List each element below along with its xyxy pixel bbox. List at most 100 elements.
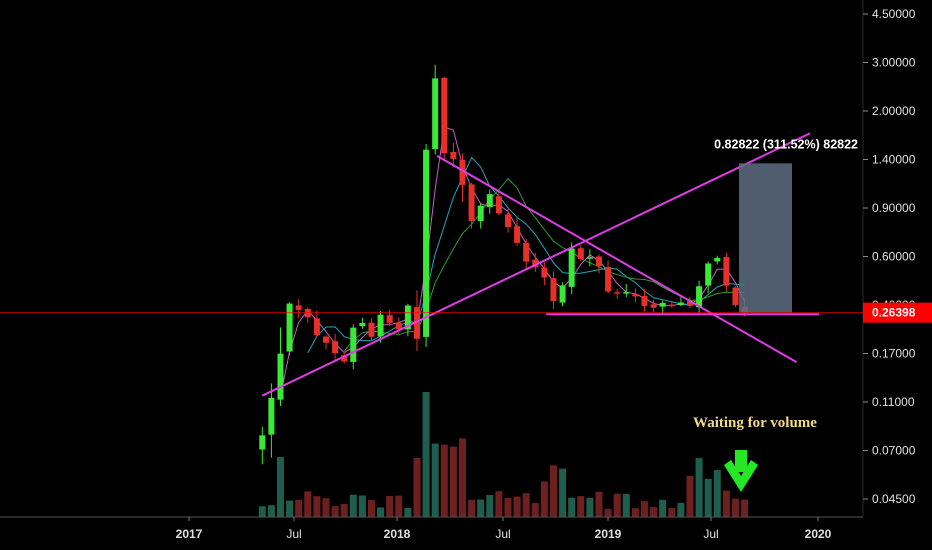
time-tick-label: Jul [286, 527, 301, 541]
candle [368, 318, 375, 341]
candle-body [677, 302, 684, 306]
candle [377, 311, 384, 343]
volume-bar [540, 481, 548, 517]
candles [259, 64, 748, 465]
candle [705, 261, 712, 294]
price-tick-label: 1.40000 [872, 153, 916, 167]
candle-body [550, 278, 557, 302]
volume-bar [549, 465, 557, 517]
candle [523, 238, 530, 269]
candle-body [732, 287, 739, 305]
candle [632, 288, 639, 303]
candle-body [332, 341, 339, 354]
rising-support-line[interactable] [261, 132, 811, 397]
candle-body [313, 318, 320, 336]
volume-bar [322, 498, 330, 517]
volume-bar [613, 493, 621, 517]
candle-body [586, 257, 593, 259]
time-tick-label: 2019 [595, 527, 622, 541]
arrow-down-icon [724, 450, 758, 492]
volume-bar [331, 506, 339, 517]
volume-bar [267, 505, 275, 517]
candle-body [413, 307, 420, 339]
candle [495, 192, 502, 216]
volume-bar [659, 499, 667, 517]
volume-bar [340, 503, 348, 517]
candle [532, 252, 539, 273]
candle-body [650, 304, 657, 308]
candle-body [286, 303, 293, 352]
volume-bar [386, 495, 394, 517]
price-tick-label: 0.60000 [872, 250, 916, 264]
candle [668, 301, 675, 308]
last-price-tag [863, 302, 932, 323]
candle [623, 284, 630, 298]
candle [650, 299, 657, 313]
volume-bar [313, 496, 321, 517]
candle-body [577, 248, 584, 260]
candle [486, 189, 493, 214]
candle-body [468, 184, 475, 221]
overlays: 0.82822 (311.52%) 82822 Waiting for volu… [693, 137, 858, 492]
candle-body [377, 314, 384, 337]
candle [259, 426, 266, 465]
candle-body [495, 196, 502, 214]
arrow-shaft [735, 450, 747, 472]
candle [723, 252, 730, 292]
candle-body [632, 293, 639, 297]
candle-body [696, 286, 703, 308]
volume-bar [640, 501, 648, 517]
volume-bar [486, 495, 494, 517]
volume-bar [477, 499, 485, 517]
candle [577, 245, 584, 262]
volume-bar [377, 507, 385, 517]
candle [514, 217, 521, 246]
candle [332, 333, 339, 361]
volume-bar [286, 500, 294, 517]
candle-body [450, 151, 457, 159]
ma-fast-line [280, 126, 746, 396]
candle-body [268, 397, 275, 435]
candle [295, 299, 302, 319]
candle [595, 254, 602, 274]
volume-bar [695, 458, 703, 517]
time-tick-label: 2018 [384, 527, 411, 541]
candle-body [404, 305, 411, 330]
candle [714, 255, 721, 265]
volume-bar [349, 494, 357, 517]
candle-body [295, 305, 302, 310]
candle-body [523, 242, 530, 262]
price-tick-label: 0.04500 [872, 492, 916, 506]
volume-bar [622, 493, 630, 517]
candle-body [641, 295, 648, 306]
candle [677, 297, 684, 307]
volume-bar [577, 496, 585, 517]
volume-bar [677, 502, 685, 517]
candle [432, 64, 439, 155]
candle-body [714, 257, 721, 262]
candle [586, 249, 593, 267]
candle [268, 383, 275, 458]
volume-bar [495, 491, 503, 517]
arrow-head [724, 460, 758, 492]
candle-body [723, 257, 730, 286]
candle-body [395, 322, 402, 330]
candle [350, 324, 357, 369]
price-tick-label: 2.00000 [872, 104, 916, 118]
falling-resistance-line[interactable] [436, 155, 797, 364]
candle-body [432, 78, 439, 150]
volume-bar [741, 499, 749, 517]
volume-bar [468, 499, 476, 517]
candle-body [514, 226, 521, 243]
last-price-label: 0.26398 [872, 306, 916, 320]
volume-bar [449, 446, 457, 517]
measurement-box[interactable] [739, 163, 792, 313]
volume-bar [431, 443, 439, 517]
time-tick-label: Jul [495, 527, 510, 541]
time-axis[interactable]: 2017 Jul 2018 Jul 2019 Jul 2020 [0, 516, 863, 541]
candle-body [486, 194, 493, 207]
candle-body [359, 323, 366, 327]
trendlines [261, 132, 820, 397]
volume-bar [568, 497, 576, 517]
